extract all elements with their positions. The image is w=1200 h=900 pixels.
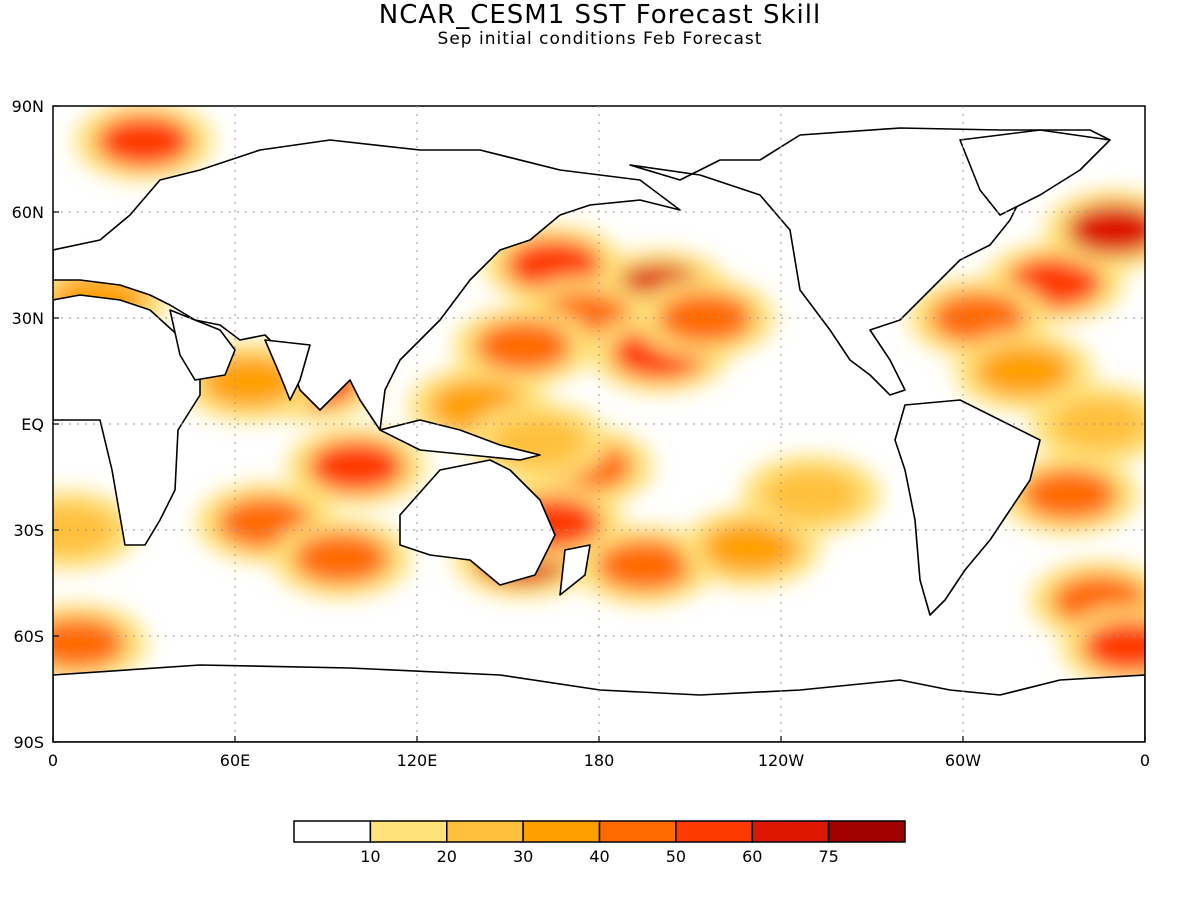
colorbar-label: 10 [360, 847, 380, 866]
colorbar-swatch [827, 820, 906, 843]
skill-region [1021, 468, 1118, 521]
skill-region [975, 345, 1072, 397]
land-new-zealand [559, 544, 591, 596]
colorbar-swatch [293, 820, 372, 843]
colorbar-swatch [446, 820, 524, 843]
skill-region [1066, 203, 1145, 256]
lat-tick-label: 60N [12, 203, 44, 222]
colorbar-label: 75 [818, 847, 838, 866]
land-africa [53, 294, 201, 546]
colorbar-swatch [369, 820, 448, 843]
lat-tick-label: EQ [21, 415, 44, 434]
skill-region [930, 292, 1027, 344]
skill-region [308, 440, 405, 493]
land-antarctica [53, 664, 1145, 742]
lon-tick-label: 60W [945, 751, 981, 770]
lon-tick-label: 120E [397, 751, 438, 770]
colorbar: 10 20 30 40 50 60 75 [293, 820, 906, 866]
skill-field [53, 106, 1145, 742]
colorbar-swatch [675, 820, 753, 843]
land-arabia [169, 309, 236, 381]
longitude-labels: 0 60E 120E 180 120W 60W 0 [48, 736, 1150, 770]
lon-tick-label: 120W [758, 751, 805, 770]
skill-region [505, 239, 602, 291]
land-australia [399, 459, 556, 586]
colorbar-label: 40 [589, 847, 609, 866]
skill-region [763, 468, 860, 521]
lat-tick-label: 90N [12, 97, 44, 116]
lat-tick-label: 30S [13, 521, 44, 540]
skill-region [596, 539, 693, 592]
chart-title: NCAR_CESM1 SST Forecast Skill [378, 0, 822, 30]
lat-tick-label: 90S [13, 733, 44, 752]
land-indonesia [379, 419, 541, 461]
lon-tick-label: 180 [584, 751, 615, 770]
land-south-america [894, 399, 1041, 616]
skill-region [490, 415, 587, 468]
lat-tick-label: 60S [13, 627, 44, 646]
coastlines [53, 127, 1145, 742]
skill-region [475, 320, 572, 373]
colorbar-label: 50 [666, 847, 686, 866]
colorbar-swatch [598, 820, 677, 843]
colorbar-swatch [751, 820, 830, 843]
skill-region [96, 115, 192, 168]
colorbar-label: 20 [437, 847, 457, 866]
skill-region [293, 532, 390, 585]
colorbar-swatch [522, 820, 601, 843]
lat-tick-label: 30N [12, 309, 44, 328]
colorbar-label: 60 [742, 847, 762, 866]
skill-region [53, 617, 126, 670]
land-greenland [959, 129, 1111, 216]
lon-tick-label: 60E [220, 751, 250, 770]
lon-tick-label: 0 [48, 751, 58, 770]
lon-tick-label: 0 [1140, 751, 1150, 770]
colorbar-label: 30 [513, 847, 533, 866]
gridlines [53, 106, 1145, 742]
land-india [264, 339, 311, 401]
latitude-labels: 90N 60N 30N EQ 30S 60S 90S [12, 97, 59, 752]
skill-region [53, 504, 117, 556]
skill-region [1051, 398, 1145, 450]
skill-region [657, 292, 754, 344]
skill-region [1081, 620, 1145, 673]
skill-region [702, 521, 799, 574]
chart-subtitle: Sep initial conditions Feb Forecast [437, 29, 763, 49]
